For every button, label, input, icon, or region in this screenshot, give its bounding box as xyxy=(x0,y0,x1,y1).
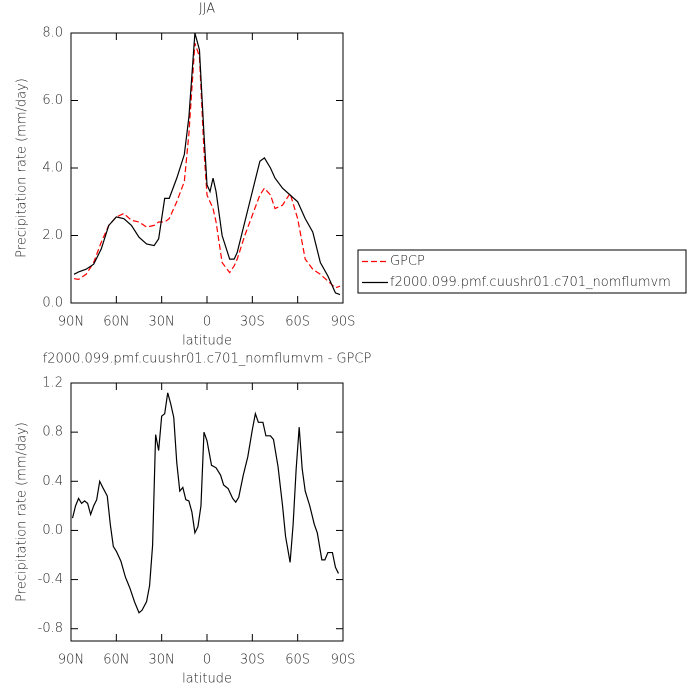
y-tick-label: 0.4 xyxy=(42,474,63,489)
y-tick-label: 6.0 xyxy=(42,93,63,108)
data-line xyxy=(71,392,340,614)
x-tick-label: 60N xyxy=(103,315,129,330)
x-tick-label: 90S xyxy=(331,315,356,330)
x-tick-label: 30N xyxy=(149,315,175,330)
y-axis-label: Precipitation rate (mm/day) xyxy=(15,78,30,258)
data-line xyxy=(73,42,341,289)
data-line xyxy=(73,32,341,296)
y-tick-label: -0.4 xyxy=(38,572,63,587)
x-tick-label: 30N xyxy=(149,653,175,668)
legend-label: f2000.099.pmf.cuushr01.c701_nomflumvm xyxy=(390,275,671,290)
plot-frame xyxy=(70,32,344,304)
y-axis-label: Precipitation rate (mm/day) xyxy=(15,422,30,602)
x-tick-label: 30S xyxy=(240,315,265,330)
y-tick-label: 4.0 xyxy=(42,161,63,176)
x-axis-label: latitude xyxy=(182,672,232,687)
plot-frame xyxy=(70,382,344,642)
x-axis-label: latitude xyxy=(182,334,232,349)
x-tick-label: 60S xyxy=(285,315,310,330)
y-tick-label: 0.0 xyxy=(42,296,63,311)
legend-label: GPCP xyxy=(390,254,425,269)
x-tick-label: 0 xyxy=(203,653,211,668)
y-tick-label: 0.0 xyxy=(42,523,63,538)
x-tick-label: 90N xyxy=(58,653,84,668)
legend-box xyxy=(357,249,687,294)
x-tick-label: 60S xyxy=(285,653,310,668)
y-tick-label: 2.0 xyxy=(42,228,63,243)
y-tick-label: -0.8 xyxy=(38,621,63,636)
x-tick-label: 90N xyxy=(58,315,84,330)
y-tick-label: 8.0 xyxy=(42,26,63,41)
x-tick-label: 60N xyxy=(103,653,129,668)
x-tick-label: 90S xyxy=(331,653,356,668)
x-tick-label: 30S xyxy=(240,653,265,668)
y-tick-label: 1.2 xyxy=(42,376,63,391)
y-tick-label: 0.8 xyxy=(42,425,63,440)
x-tick-label: 0 xyxy=(203,315,211,330)
chart-title: JJA xyxy=(199,2,215,17)
chart-title: f2000.099.pmf.cuushr01.c701_nomflumvm - … xyxy=(43,352,372,367)
